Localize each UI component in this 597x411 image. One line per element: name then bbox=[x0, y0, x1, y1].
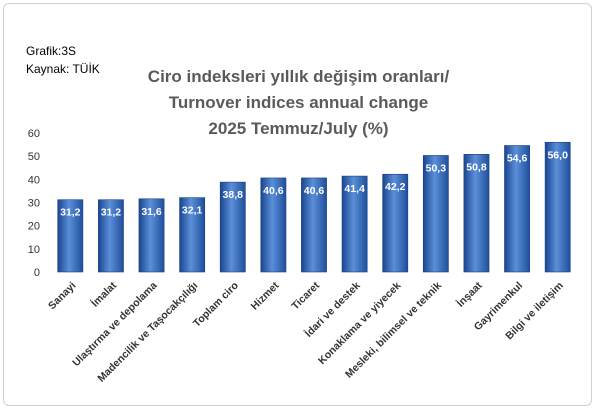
bar bbox=[138, 198, 165, 273]
bar-value-label: 50,8 bbox=[466, 161, 487, 173]
bar bbox=[179, 197, 206, 273]
y-tick-label: 40 bbox=[28, 174, 40, 186]
graph-id: Grafik:3S bbox=[26, 44, 77, 58]
bar-value-label: 31,2 bbox=[101, 207, 122, 219]
bar-value-label: 54,6 bbox=[507, 153, 528, 165]
bar bbox=[301, 177, 327, 273]
bar bbox=[463, 154, 490, 273]
bar-value-label: 31,2 bbox=[60, 207, 81, 219]
bar bbox=[504, 145, 530, 273]
value-labels: 31,2 31,2 31,6 32,1 38,8 40,6 40,6 41,4 42,2 50,3… bbox=[60, 149, 568, 218]
bar bbox=[422, 155, 449, 273]
bar-value-label: 50,3 bbox=[426, 162, 447, 174]
chart-title-line-3: 2025 Temmuz/July (%) bbox=[208, 119, 389, 138]
bar-value-label: 32,1 bbox=[182, 205, 203, 217]
bar bbox=[260, 177, 287, 273]
bar bbox=[341, 175, 368, 273]
bar-value-label: 56,0 bbox=[547, 149, 568, 161]
bar-value-label: 38,8 bbox=[223, 189, 244, 201]
y-axis: 0 10 20 30 40 50 60 bbox=[28, 128, 40, 279]
y-tick-label: 50 bbox=[28, 151, 40, 163]
category-label: Sanayi bbox=[46, 280, 78, 312]
bar-series bbox=[57, 141, 571, 273]
y-tick-label: 60 bbox=[28, 128, 40, 140]
y-tick-label: 10 bbox=[28, 244, 40, 256]
bar-value-label: 40,6 bbox=[304, 185, 325, 197]
category-label: İmalat bbox=[88, 279, 119, 310]
bar bbox=[544, 141, 571, 273]
category-label: Konaklama ve yiyecek bbox=[316, 280, 403, 367]
category-label: Hizmet bbox=[249, 279, 282, 312]
source-label: Kaynak: TÜİK bbox=[26, 62, 100, 76]
bar bbox=[382, 173, 409, 273]
y-tick-label: 0 bbox=[34, 267, 40, 279]
bar bbox=[98, 199, 124, 273]
bar-value-label: 42,2 bbox=[385, 181, 406, 193]
chart-title-line-2: Turnover indices annual change bbox=[168, 93, 429, 112]
bar-value-label: 31,6 bbox=[141, 206, 162, 218]
category-label: Ticaret bbox=[289, 279, 322, 312]
y-tick-label: 30 bbox=[28, 198, 40, 210]
chart-meta: Grafik:3S Kaynak: TÜİK bbox=[26, 42, 100, 78]
bar bbox=[57, 199, 84, 273]
category-label: İnşaat bbox=[454, 279, 485, 310]
chart-title: Ciro indeksleri yıllık değişim oranları/… bbox=[0, 64, 597, 142]
bar-value-label: 41,4 bbox=[344, 183, 365, 195]
bar bbox=[219, 181, 246, 273]
chart-title-line-1: Ciro indeksleri yıllık değişim oranları/ bbox=[147, 67, 450, 86]
y-tick-label: 20 bbox=[28, 221, 40, 233]
bar-value-label: 40,6 bbox=[263, 185, 284, 197]
